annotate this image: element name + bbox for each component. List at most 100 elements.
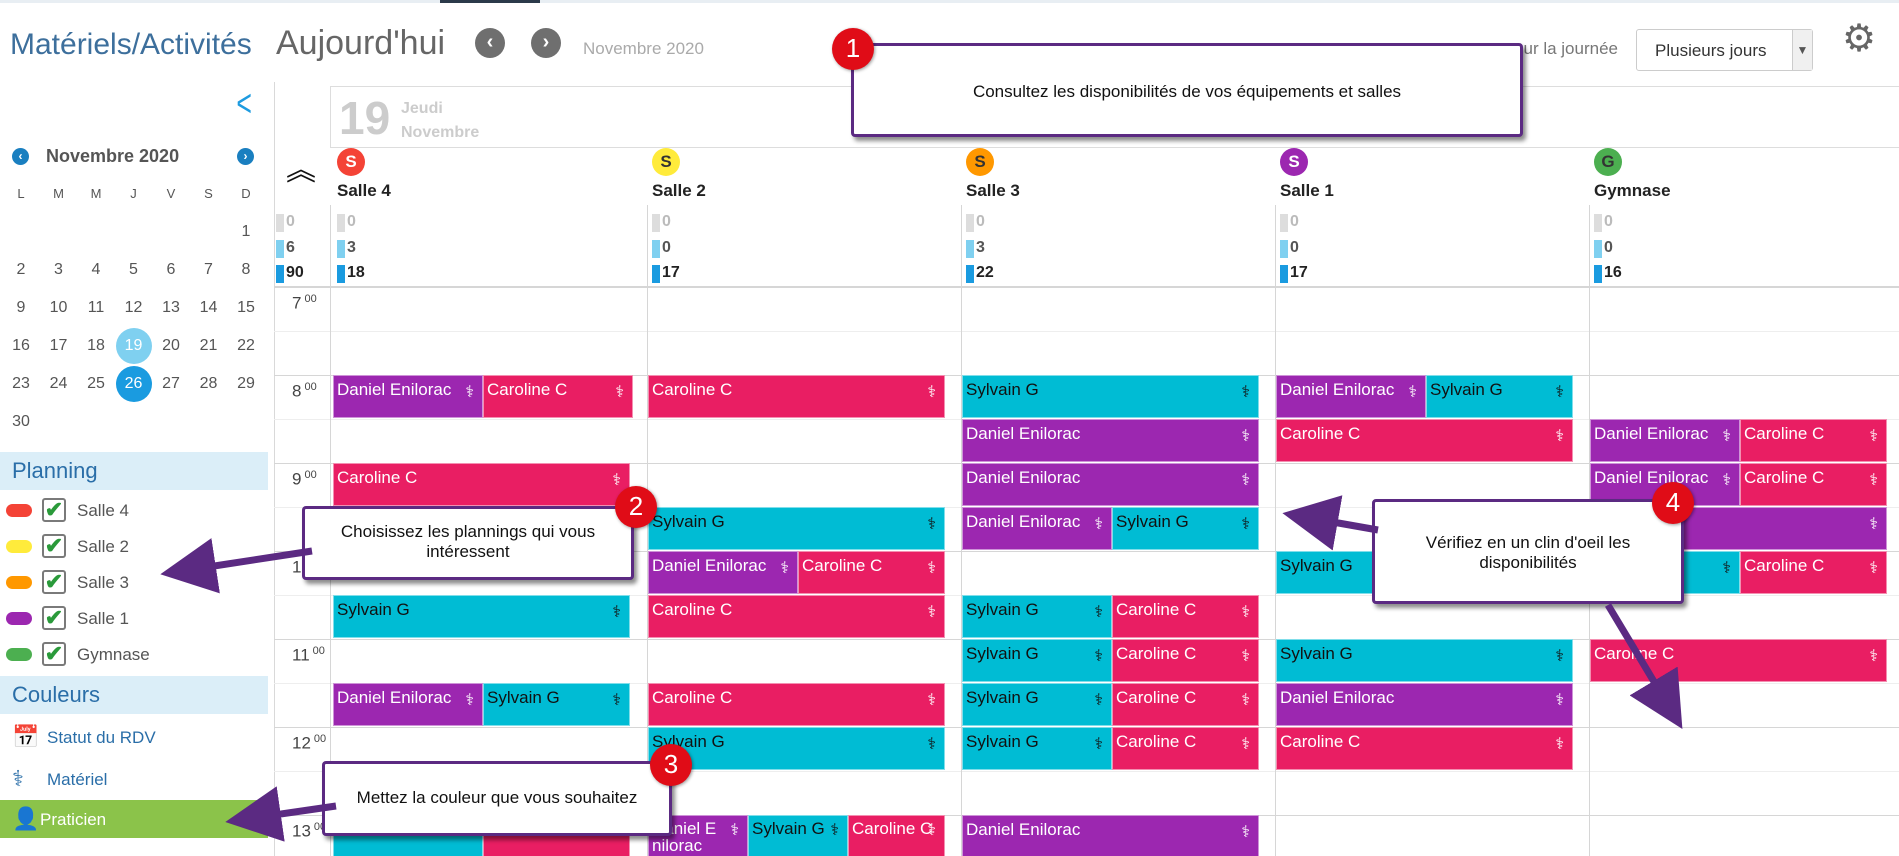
appointment-event[interactable]: Sylvain G⚕ [333,595,630,638]
appointment-event[interactable]: Sylvain G⚕ [648,507,945,550]
appointment-event[interactable]: Caroline C ⚕ [648,683,945,726]
collapse-up-icon[interactable]: ︽ [286,154,316,187]
next-month-icon[interactable]: › [237,148,254,165]
appointment-event[interactable]: Caroline C ⚕ [848,815,945,856]
calendar-day[interactable]: 16 [12,337,30,354]
appointment-event[interactable]: Caroline C ⚕ [1740,551,1887,594]
gear-icon[interactable]: ⚙ [1842,18,1877,60]
appointment-event[interactable]: Daniel Enilorac ⚕ [1276,375,1426,418]
planning-item[interactable]: ✔ Salle 2 [0,530,268,566]
calendar-day[interactable]: 23 [12,375,30,392]
calendar-day[interactable]: 28 [199,375,218,392]
appointment-event[interactable]: Sylvain G⚕ [748,815,848,856]
planning-item[interactable]: ✔ Salle 1 [0,602,268,638]
calendar-day[interactable]: 3 [54,261,63,278]
appointment-event[interactable]: Daniel Enilorac ⚕ [962,463,1259,506]
appointment-event[interactable]: Caroline C ⚕ [1112,727,1259,770]
planning-item[interactable]: ✔ Salle 4 [0,494,268,530]
appointment-event[interactable]: Caroline C ⚕ [648,375,945,418]
collapse-sidebar-icon[interactable]: < [236,83,252,125]
appointment-event[interactable]: Daniel Enilorac ⚕ [962,419,1259,462]
appointment-event[interactable]: Daniel Enilorac ⚕ [1276,683,1573,726]
appointment-event[interactable]: Sylvain G⚕ [962,639,1112,682]
callout-2: Choisissez les plannings qui vous intére… [302,506,634,580]
count-value: 3 [337,238,356,260]
calendar-day[interactable]: 25 [87,375,105,392]
calendar-day[interactable]: 9 [16,299,26,316]
appointment-event[interactable]: Caroline C ⚕ [1590,639,1887,682]
top-progress-line [0,0,1899,3]
calendar-day[interactable]: 22 [237,337,255,354]
calendar-day[interactable]: 24 [49,375,68,392]
calendar-day[interactable]: 14 [199,299,218,316]
planning-checkbox[interactable]: ✔ [42,534,66,558]
appointment-event[interactable]: Caroline C ⚕ [1112,683,1259,726]
appointment-event[interactable]: Sylvain G⚕ [483,683,630,726]
planning-checkbox[interactable]: ✔ [42,498,66,522]
appointment-event[interactable]: Sylvain G⚕ [1276,639,1573,682]
calendar-day[interactable]: 11 [87,299,105,316]
calendar-day[interactable]: 15 [237,299,255,316]
color-option-materiel[interactable]: ⚕ Matériel [0,760,268,798]
count-grey: 0 [276,212,295,234]
calendar-day[interactable]: 29 [237,375,255,392]
appointment-event[interactable]: Daniel Enilorac ⚕ [1590,419,1740,462]
planning-checkbox[interactable]: ✔ [42,642,66,666]
calendar-day[interactable]: 19 [115,328,152,364]
planning-checkbox[interactable]: ✔ [42,570,66,594]
appointment-event[interactable]: Sylvain G⚕ [962,375,1259,418]
appointment-event[interactable]: Daniel Enilorac ⚕ [333,375,483,418]
color-option-praticien[interactable]: 👤 Praticien [0,800,268,838]
appointment-event[interactable]: Daniel Enilorac ⚕ [962,507,1112,550]
appointment-event[interactable]: Daniel Enilorac ⚕ [333,683,483,726]
appointment-event[interactable]: Caroline C ⚕ [1740,463,1887,506]
calendar-day[interactable]: 1 [241,223,251,240]
calendar-day[interactable]: 20 [162,337,180,354]
appointment-event[interactable]: Caroline C ⚕ [1276,419,1573,462]
today-button[interactable]: Aujourd'hui [276,24,446,62]
appointment-event[interactable]: Caroline C ⚕ [798,551,945,594]
mini-calendar-month: Novembre 2020 [46,146,180,166]
calendar-day[interactable]: 4 [91,261,101,278]
appointment-event[interactable]: Sylvain G⚕ [962,727,1112,770]
appointment-event[interactable]: Caroline C ⚕ [1112,639,1259,682]
prev-month-icon[interactable]: ‹ [12,148,29,165]
appointment-event[interactable]: Sylvain G⚕ [962,595,1112,638]
next-day-icon[interactable]: › [531,28,561,58]
calendar-day[interactable]: 8 [241,261,251,278]
prev-day-icon[interactable]: ‹ [475,28,505,58]
calendar-day[interactable]: 27 [162,375,180,392]
appointment-event[interactable]: Sylvain G⚕ [1426,375,1573,418]
color-option-statut[interactable]: 📅 Statut du RDV [0,718,268,756]
appointment-event[interactable]: Sylvain G⚕ [648,727,945,770]
calendar-day[interactable]: 13 [162,299,180,316]
calendar-day[interactable]: 10 [49,299,68,316]
hour-number: 7 [292,293,302,313]
calendar-day[interactable]: 17 [49,337,68,354]
calendar-day[interactable]: 12 [124,299,143,316]
calendar-day[interactable]: 30 [12,413,30,430]
planning-item[interactable]: ✔ Salle 3 [0,566,268,602]
appointment-event[interactable]: Caroline C ⚕ [1276,727,1573,770]
calendar-day[interactable]: 5 [129,261,138,278]
calendar-day[interactable]: 2 [16,261,26,278]
appointment-event[interactable]: Caroline C ⚕ [1740,419,1887,462]
calendar-day[interactable]: 6 [166,261,176,278]
appointment-event[interactable]: Daniel Enilorac ⚕ [962,815,1259,856]
appointment-event[interactable]: Sylvain G⚕ [1112,507,1259,550]
planning-checkbox[interactable]: ✔ [42,606,66,630]
view-select[interactable]: Plusieurs jours ▼ [1636,29,1813,71]
planning-item[interactable]: ✔ Gymnase [0,638,268,674]
appointment-event[interactable]: Caroline C ⚕ [648,595,945,638]
appointment-event[interactable]: Caroline C ⚕ [483,375,633,418]
calendar-day[interactable]: 18 [87,337,105,354]
appointment-event[interactable]: Caroline C ⚕ [1112,595,1259,638]
appointment-event[interactable]: Sylvain G⚕ [962,683,1112,726]
calendar-day[interactable]: 7 [204,261,213,278]
appointment-label: Sylvain G [1430,380,1503,399]
appointment-event[interactable]: Daniel Enilorac ⚕ [648,551,798,594]
calendar-day[interactable]: 26 [115,366,152,402]
appointment-event[interactable]: Caroline C ⚕ [333,463,630,506]
day-view-link[interactable]: ur la journée [1523,39,1618,58]
calendar-day[interactable]: 21 [199,337,218,354]
